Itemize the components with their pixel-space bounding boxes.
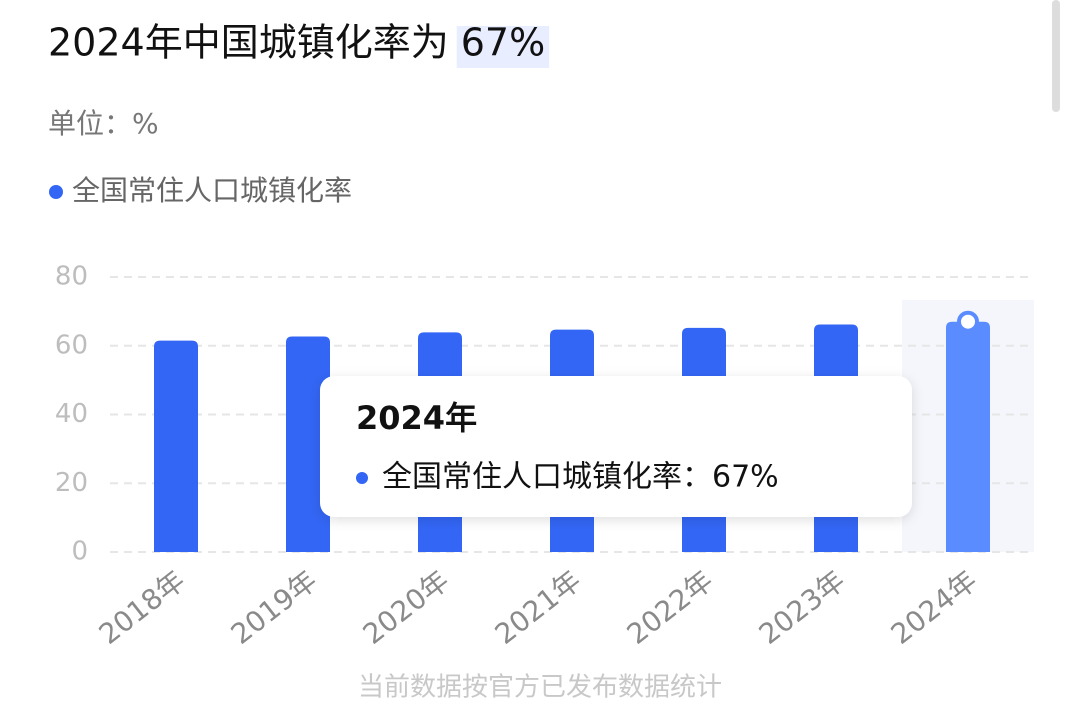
y-tick-label: 0	[71, 537, 88, 567]
y-tick-label: 20	[55, 468, 88, 498]
y-tick-label: 80	[55, 262, 88, 292]
x-tick-label: 2019年	[225, 564, 324, 651]
x-tick-label: 2023年	[753, 564, 852, 651]
y-tick-label: 40	[55, 399, 88, 429]
tooltip-separator: ：	[682, 460, 712, 495]
legend-label[interactable]: 全国常住人口城镇化率	[72, 174, 352, 207]
tooltip-box	[320, 376, 912, 517]
x-tick-label: 2018年	[93, 564, 192, 651]
unit-label: 单位：%	[48, 107, 159, 140]
active-point	[957, 310, 979, 333]
tooltip-title: 2024年	[356, 399, 477, 437]
bar	[154, 340, 198, 552]
x-tick-label: 2022年	[621, 564, 720, 651]
bar	[286, 336, 330, 552]
tooltip-series: 全国常住人口城镇化率	[382, 460, 682, 495]
x-tick-label: 2020年	[357, 564, 456, 651]
legend-marker	[49, 185, 63, 199]
chart-title: 2024年中国城镇化率为	[48, 21, 449, 65]
y-tick-label: 60	[55, 330, 88, 360]
scrollbar[interactable]	[1052, 0, 1060, 112]
x-tick-label: 2021年	[489, 564, 588, 651]
tooltip-marker	[356, 472, 368, 484]
title-highlight	[456, 26, 550, 68]
tooltip-value: 67%	[712, 460, 779, 495]
bar	[946, 321, 990, 552]
title-value: 67%	[461, 21, 545, 65]
x-tick-label: 2024年	[885, 564, 984, 651]
footnote: 当前数据按官方已发布数据统计	[358, 673, 722, 703]
